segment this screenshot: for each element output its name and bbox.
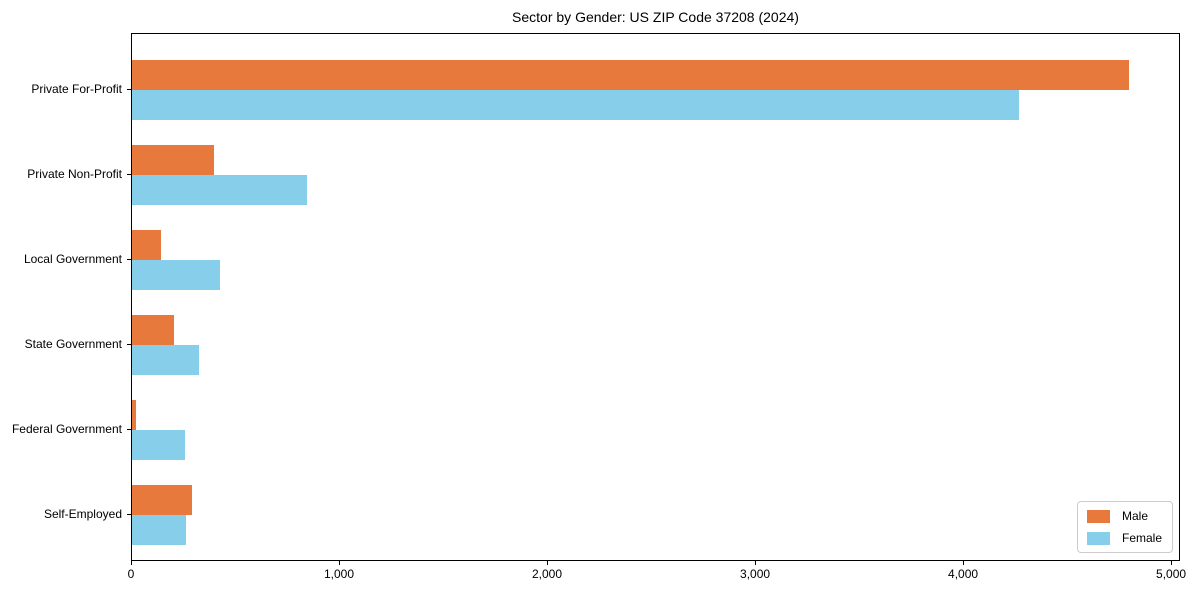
- bar-female: [132, 259, 221, 290]
- y-tick-label: Private For-Profit: [31, 82, 122, 96]
- y-tick-label: Private Non-Profit: [27, 167, 122, 181]
- bar-female: [132, 174, 308, 205]
- x-tick-mark: [1171, 561, 1173, 565]
- y-tick-label: Federal Government: [11, 422, 122, 436]
- x-tick-label: 3,000: [740, 567, 771, 581]
- category-row: [132, 472, 1179, 557]
- y-tick-mark: [127, 344, 131, 345]
- y-tick-mark: [127, 429, 131, 430]
- bar-female: [132, 344, 200, 375]
- y-tick-label: Self-Employed: [43, 507, 122, 521]
- bar-male: [132, 229, 162, 260]
- bar-female: [132, 89, 1019, 120]
- bar-male: [132, 144, 214, 175]
- legend-item-female: Female: [1086, 531, 1162, 545]
- male-swatch: [1086, 509, 1110, 523]
- x-tick-label: 1,000: [323, 567, 355, 581]
- bar-male: [132, 314, 174, 345]
- bar-male: [132, 484, 193, 515]
- y-tick-mark: [127, 259, 131, 260]
- bar-male: [132, 59, 1129, 90]
- female-swatch: [1086, 531, 1110, 545]
- x-tick-mark: [547, 561, 549, 565]
- y-tick-label: State Government: [24, 337, 122, 351]
- legend: Male Female: [1076, 501, 1173, 553]
- x-tick-label: 5,000: [1156, 567, 1187, 581]
- x-tick-label: 0: [127, 567, 135, 581]
- plot-area: Male Female: [131, 33, 1180, 561]
- bar-female: [132, 429, 185, 460]
- x-tick-mark: [339, 561, 340, 565]
- category-row: [132, 302, 1179, 387]
- x-tick-label: 4,000: [948, 567, 979, 581]
- legend-label-female: Female: [1121, 531, 1162, 545]
- category-row: [132, 387, 1179, 472]
- x-tick-label: 2,000: [532, 567, 563, 581]
- y-tick-mark: [127, 174, 131, 175]
- bars-container: [132, 47, 1179, 557]
- bar-male: [132, 399, 137, 430]
- y-tick-mark: [127, 514, 131, 515]
- x-tick-mark: [755, 561, 757, 565]
- y-tick-label: Local Government: [23, 252, 122, 266]
- y-tick-mark: [127, 89, 131, 90]
- x-tick-mark: [963, 561, 965, 565]
- bar-female: [132, 514, 186, 545]
- legend-item-male: Male: [1086, 509, 1162, 523]
- x-tick-mark: [131, 561, 132, 565]
- category-row: [132, 47, 1179, 132]
- legend-label-male: Male: [1121, 509, 1148, 523]
- chart-title: Sector by Gender: US ZIP Code 37208 (202…: [512, 9, 799, 25]
- category-row: [132, 132, 1179, 217]
- category-row: [132, 217, 1179, 302]
